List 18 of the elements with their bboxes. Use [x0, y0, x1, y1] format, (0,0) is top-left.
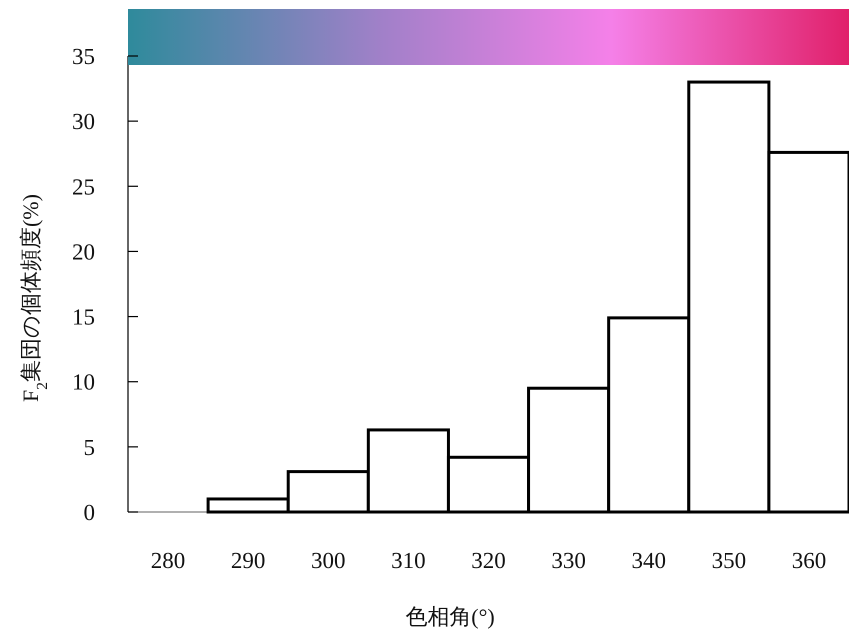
y-tick-label: 10: [72, 370, 95, 395]
x-tick-label: 330: [551, 548, 586, 573]
x-tick-label: 320: [471, 548, 506, 573]
x-tick-label: 300: [311, 548, 346, 573]
y-tick-label: 15: [72, 304, 95, 330]
x-tick-label: 290: [230, 548, 266, 573]
x-tick-label: 310: [391, 548, 426, 573]
x-tick-label: 350: [712, 548, 746, 573]
y-tick-label: 20: [72, 239, 95, 264]
y-tick-label: 30: [72, 109, 95, 134]
y-tick-label: 25: [72, 174, 95, 200]
y-tick-label: 0: [84, 500, 95, 525]
x-axis-title: 色相角(°): [405, 604, 495, 629]
y-tick-label: 5: [84, 434, 95, 460]
y-tick-label: 35: [72, 44, 95, 69]
x-tick-label: 340: [631, 548, 666, 573]
x-tick-label: 360: [792, 548, 826, 573]
x-tick-label: 280: [150, 548, 186, 573]
